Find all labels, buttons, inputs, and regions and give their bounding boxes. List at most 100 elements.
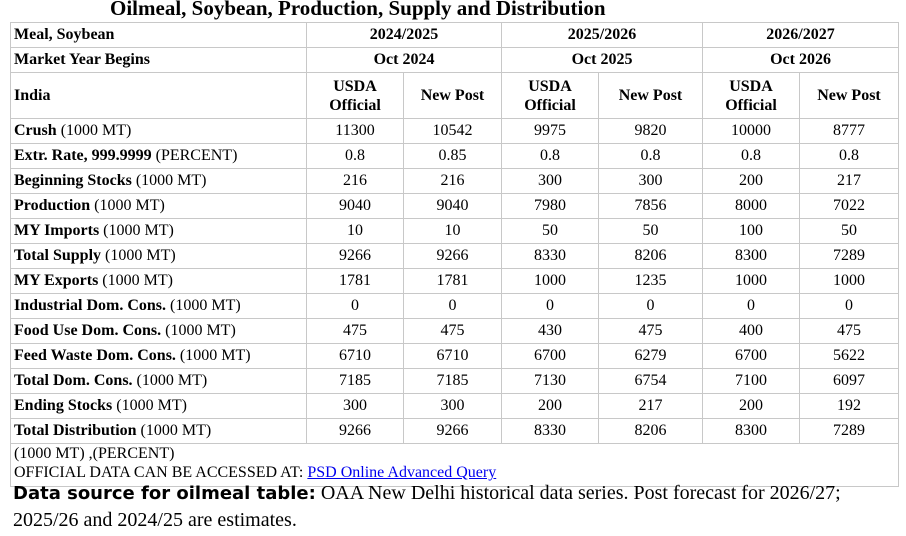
table-cell: 200 bbox=[702, 168, 800, 194]
table-cell: 217 bbox=[799, 168, 899, 194]
table-cell: 6710 bbox=[403, 343, 502, 369]
table-cell: 475 bbox=[799, 318, 899, 344]
table-cell: 10000 bbox=[702, 118, 800, 144]
table-row: Crush (1000 MT) 11300 10542 9975 9820 10000 87… bbox=[10, 118, 899, 144]
table-cell: 1000 bbox=[702, 268, 800, 294]
row-name: Production bbox=[14, 197, 91, 214]
new-post-header: New Post bbox=[403, 72, 502, 119]
table-cell: 300 bbox=[501, 168, 599, 194]
table-cell: 7289 bbox=[799, 243, 899, 269]
header-row-commodity: Meal, Soybean 2024/2025 2025/2026 2026/2… bbox=[10, 22, 899, 48]
table-row: Total Supply (1000 MT) 9266 9266 8330 8206 83… bbox=[10, 243, 899, 269]
row-label: Industrial Dom. Cons. (1000 MT) bbox=[10, 293, 307, 319]
table-cell: 475 bbox=[306, 318, 404, 344]
table-cell: 6097 bbox=[799, 368, 899, 394]
table-cell: 475 bbox=[403, 318, 502, 344]
row-name: Crush bbox=[14, 122, 57, 139]
header-row-country: India USDA Official New Post USDA Official… bbox=[10, 72, 899, 119]
row-label: Production (1000 MT) bbox=[10, 193, 307, 219]
row-label: Beginning Stocks (1000 MT) bbox=[10, 168, 307, 194]
table-row: Total Distribution (1000 MT) 9266 9266 8330… bbox=[10, 418, 899, 444]
table-cell: 7289 bbox=[799, 418, 899, 444]
table-cell: 1781 bbox=[306, 268, 404, 294]
begins-2024: Oct 2024 bbox=[306, 47, 502, 73]
table-cell: 7130 bbox=[501, 368, 599, 394]
table-row: Food Use Dom. Cons. (1000 MT) 475 475 430 47… bbox=[10, 318, 899, 344]
row-name: Total Distribution bbox=[14, 422, 137, 439]
year-header-2024: 2024/2025 bbox=[306, 22, 502, 48]
table-cell: 6279 bbox=[598, 343, 703, 369]
row-label: MY Exports (1000 MT) bbox=[10, 268, 307, 294]
table-cell: 7185 bbox=[403, 368, 502, 394]
begins-2025: Oct 2025 bbox=[501, 47, 703, 73]
table-cell: 9040 bbox=[403, 193, 502, 219]
table-cell: 9820 bbox=[598, 118, 703, 144]
table-row: Ending Stocks (1000 MT) 300 300 200 217 200 19… bbox=[10, 393, 899, 419]
usda-line2: Official bbox=[725, 96, 777, 114]
table-cell: 7856 bbox=[598, 193, 703, 219]
table-cell: 430 bbox=[501, 318, 599, 344]
table-cell: 1000 bbox=[501, 268, 599, 294]
row-label: MY Imports (1000 MT) bbox=[10, 218, 307, 244]
data-source-note: Data source for oilmeal table: OAA New D… bbox=[13, 480, 898, 533]
row-unit: (1000 MT) bbox=[175, 347, 251, 364]
table-cell: 200 bbox=[702, 393, 800, 419]
table-cell: 10 bbox=[306, 218, 404, 244]
data-source-text: OAA New Delhi historical data series. Po… bbox=[13, 482, 841, 531]
table-cell: 8330 bbox=[501, 418, 599, 444]
table-row: MY Imports (1000 MT) 10 10 50 50 100 50 bbox=[10, 218, 899, 244]
table-cell: 192 bbox=[799, 393, 899, 419]
new-post-header: New Post bbox=[799, 72, 899, 119]
table-cell: 5622 bbox=[799, 343, 899, 369]
row-unit: (1000 MT) bbox=[90, 197, 165, 214]
table-cell: 6710 bbox=[306, 343, 404, 369]
table-cell: 0.8 bbox=[598, 143, 703, 169]
usda-line1: USDA bbox=[333, 77, 377, 95]
table-cell: 10 bbox=[403, 218, 502, 244]
row-unit: (1000 MT) bbox=[131, 172, 207, 189]
table-cell: 7980 bbox=[501, 193, 599, 219]
table-cell: 8206 bbox=[598, 243, 703, 269]
row-name: Ending Stocks bbox=[14, 397, 113, 414]
table-cell: 0.85 bbox=[403, 143, 502, 169]
table-cell: 0.8 bbox=[306, 143, 404, 169]
row-unit: (1000 MT) bbox=[56, 122, 132, 139]
table-cell: 8000 bbox=[702, 193, 800, 219]
table-row: Feed Waste Dom. Cons. (1000 MT) 6710 6710 6… bbox=[10, 343, 899, 369]
table-cell: 0 bbox=[598, 293, 703, 319]
table-cell: 9975 bbox=[501, 118, 599, 144]
row-name: Industrial Dom. Cons. bbox=[14, 297, 167, 314]
table-cell: 400 bbox=[702, 318, 800, 344]
table-cell: 7022 bbox=[799, 193, 899, 219]
commodity-label: Meal, Soybean bbox=[10, 22, 307, 48]
table-row: Production (1000 MT) 9040 9040 7980 7856 8000… bbox=[10, 193, 899, 219]
country-label: India bbox=[10, 72, 307, 119]
table-cell: 0.8 bbox=[702, 143, 800, 169]
table-cell: 50 bbox=[598, 218, 703, 244]
psd-online-link[interactable]: PSD Online Advanced Query bbox=[307, 464, 497, 481]
table-cell: 6700 bbox=[501, 343, 599, 369]
footer-units: (1000 MT) ,(PERCENT) bbox=[14, 445, 175, 462]
table-cell: 8300 bbox=[702, 418, 800, 444]
new-post-header: New Post bbox=[598, 72, 703, 119]
table-cell: 216 bbox=[306, 168, 404, 194]
year-header-2025: 2025/2026 bbox=[501, 22, 703, 48]
data-source-label: Data source for oilmeal table: bbox=[13, 483, 316, 504]
table-cell: 200 bbox=[501, 393, 599, 419]
table-cell: 7100 bbox=[702, 368, 800, 394]
usda-line2: Official bbox=[524, 96, 576, 114]
usda-official-header: USDA Official bbox=[702, 72, 800, 119]
table-cell: 1235 bbox=[598, 268, 703, 294]
row-name: Beginning Stocks bbox=[14, 172, 132, 189]
table-cell: 0 bbox=[799, 293, 899, 319]
row-unit: (1000 MT) bbox=[98, 272, 173, 289]
row-unit: (1000 MT) bbox=[101, 247, 176, 264]
table-cell: 216 bbox=[403, 168, 502, 194]
table-cell: 100 bbox=[702, 218, 800, 244]
table-cell: 8300 bbox=[702, 243, 800, 269]
psd-table: Meal, Soybean 2024/2025 2025/2026 2026/2… bbox=[10, 22, 899, 487]
table-cell: 300 bbox=[403, 393, 502, 419]
table-cell: 6700 bbox=[702, 343, 800, 369]
row-label: Feed Waste Dom. Cons. (1000 MT) bbox=[10, 343, 307, 369]
table-cell: 0.8 bbox=[799, 143, 899, 169]
